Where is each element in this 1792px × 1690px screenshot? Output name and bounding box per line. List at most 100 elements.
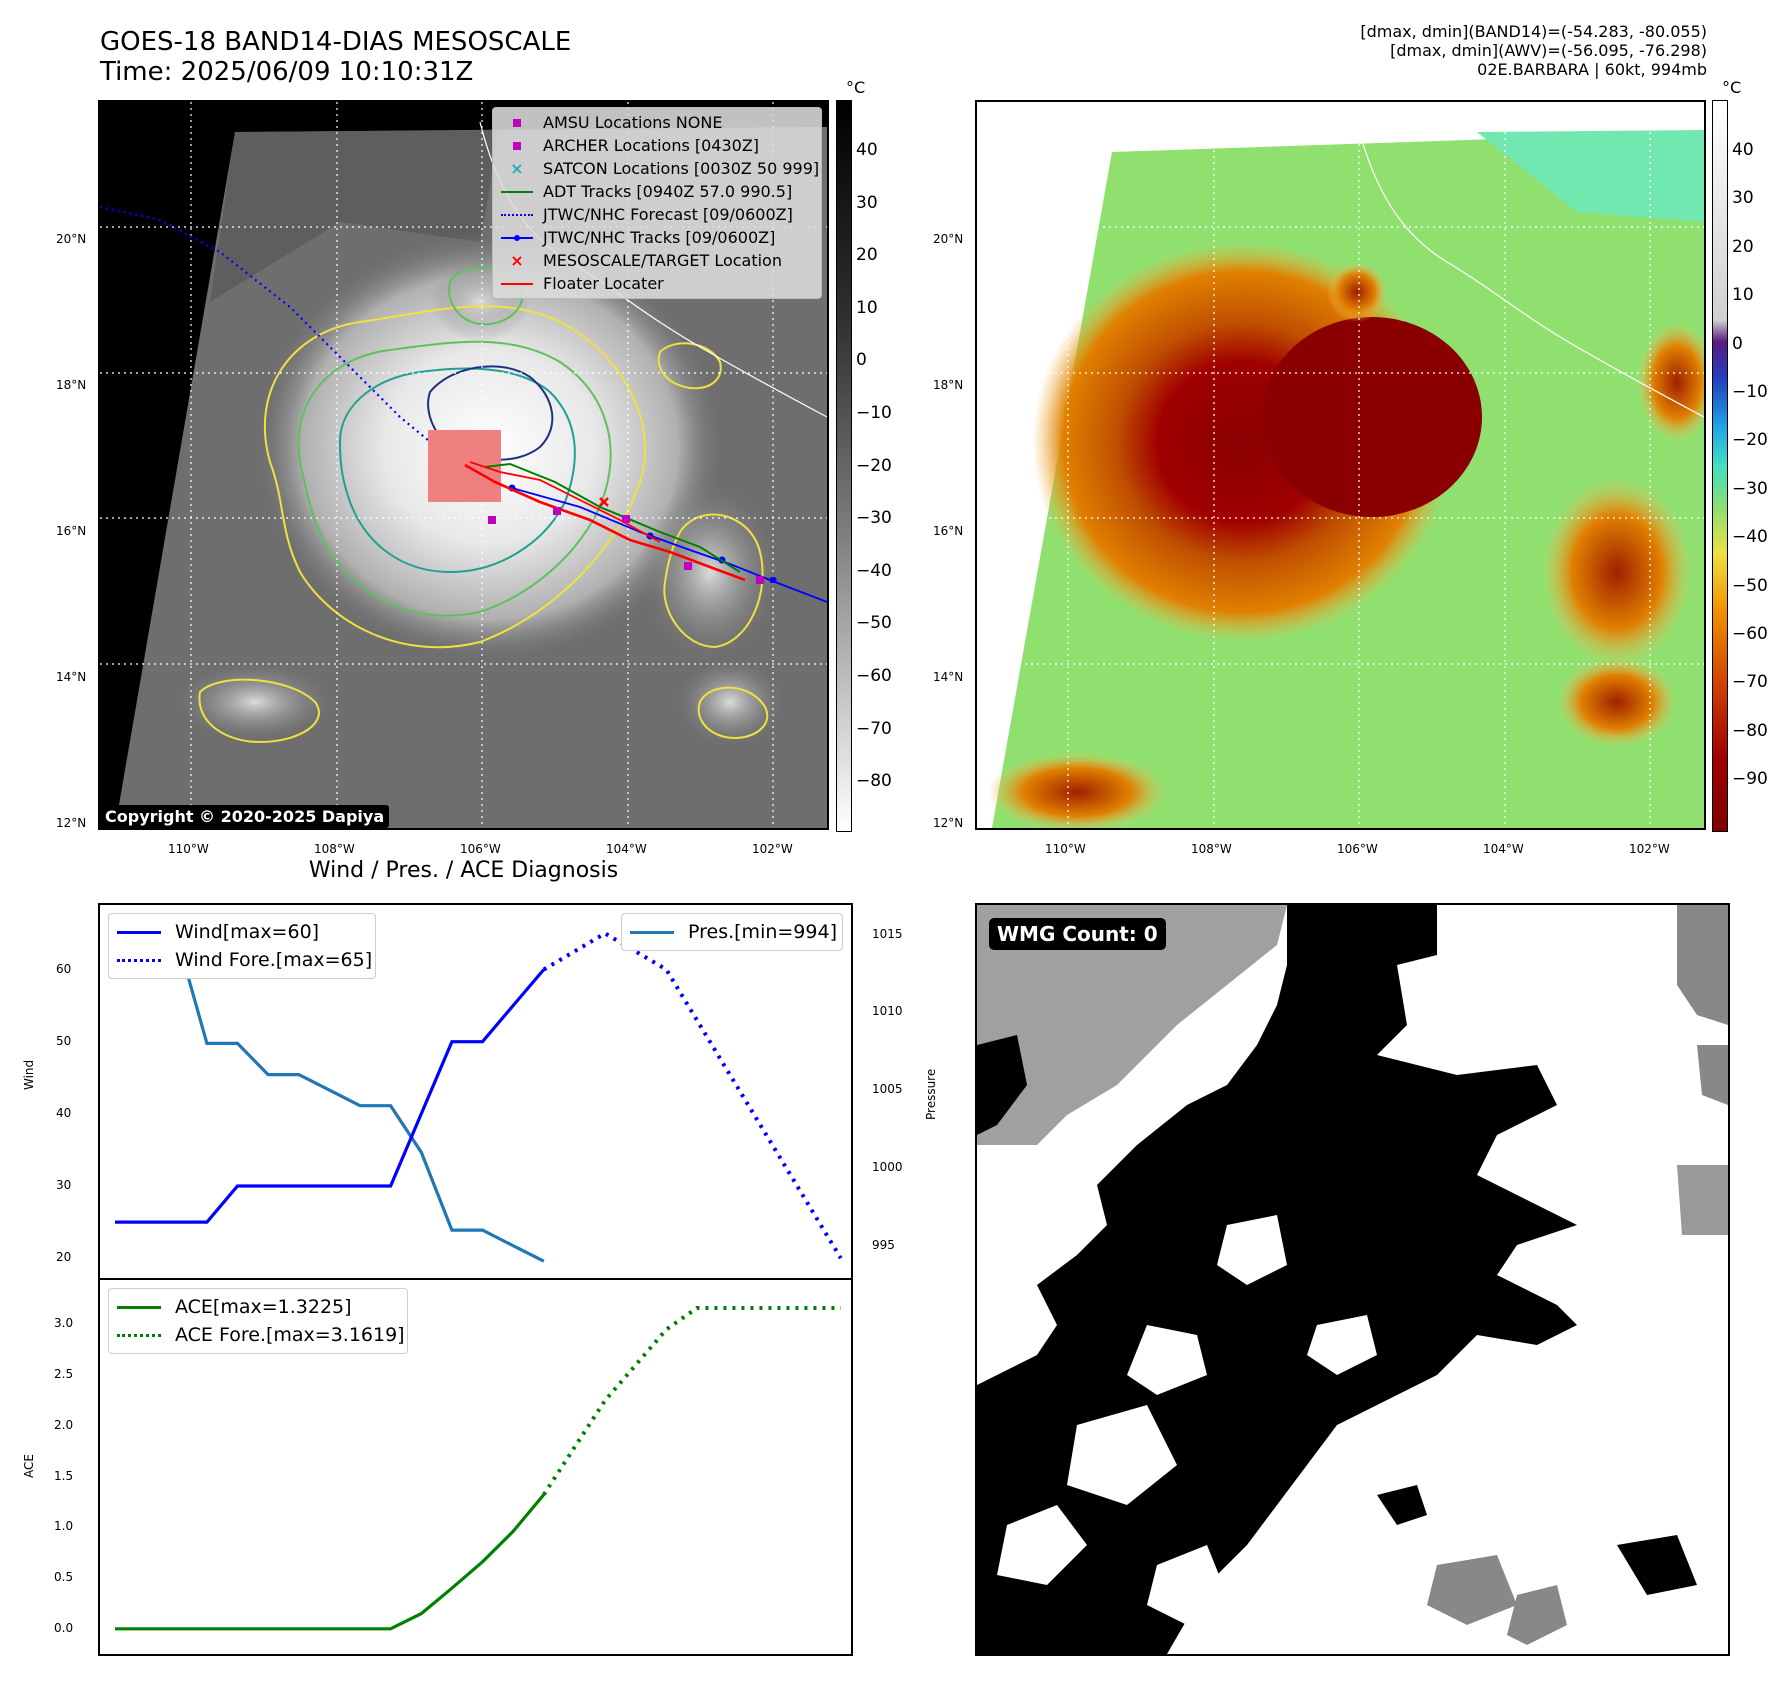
awv-colorbar-tick: 20 (1732, 236, 1754, 257)
wind-pressure-panel (98, 903, 853, 1281)
ace-tick: 3.0 (54, 1316, 74, 1331)
lat-label: 12°N (933, 816, 964, 830)
legend-forecast: JTWC/NHC Forecast [09/0600Z] (499, 203, 815, 226)
awv-colorbar-tick: −70 (1732, 672, 1768, 693)
lon-label: 102°W (752, 842, 793, 856)
pressure-tick: 1000 (872, 1159, 903, 1174)
ace-tick: 2.5 (54, 1367, 74, 1382)
ir-colorbar-tick: −80 (856, 771, 892, 792)
lon-label: 104°W (1483, 842, 1524, 856)
square-marker-icon (499, 113, 535, 133)
band14-range: [dmax, dmin](BAND14)=(-54.283, -80.055) (1360, 22, 1707, 41)
lon-label: 106°W (460, 842, 501, 856)
pressure-axis-label: Pressure (924, 1068, 938, 1120)
ace-series-line (115, 1493, 546, 1631)
ace-plot (115, 1306, 841, 1631)
lat-label: 12°N (56, 816, 87, 830)
copyright-badge: Copyright © 2020-2025 Dapiya (100, 805, 390, 828)
awv-colorbar-tick: −10 (1732, 382, 1768, 402)
ace-tick: 0.0 (54, 1620, 74, 1635)
awv-colorbar-tick: 0 (1732, 333, 1743, 354)
awv-colorbar-tick: −20 (1732, 430, 1768, 451)
lon-label: 110°W (168, 842, 209, 856)
chart-title: GOES-18 BAND14-DIAS MESOSCALE (100, 27, 572, 57)
awv-colorbar-tick: 40 (1732, 140, 1754, 160)
lon-label: 108°W (1191, 842, 1232, 856)
awv-colorbar-tick: −30 (1732, 478, 1768, 499)
legend-tracks: JTWC/NHC Tracks [09/0600Z] (499, 226, 815, 249)
awv-colorbar-tick: −40 (1732, 527, 1768, 548)
wmg-image (977, 905, 1728, 1654)
x-marker-icon: × (510, 250, 524, 270)
awv-colorbar-tick: −80 (1732, 720, 1768, 741)
lon-label: 102°W (1629, 842, 1670, 856)
ir-map-image (100, 102, 827, 828)
ace-tick: 1.0 (54, 1519, 74, 1534)
lon-label: 110°W (1045, 842, 1086, 856)
legend-satcon: × SATCON Locations [0030Z 50 999] (499, 157, 819, 180)
awv-colorbar-tick: 10 (1732, 285, 1754, 306)
chart-time: Time: 2025/06/09 10:10:31Z (100, 57, 474, 87)
legend-wind-forecast: Wind Fore.[max=65] (117, 946, 372, 974)
ir-colorbar-tick: −20 (856, 455, 892, 476)
dotted-line-icon (499, 205, 535, 225)
awv-colorbar-tick: −90 (1732, 769, 1768, 790)
pressure-tick: 1015 (872, 926, 903, 941)
wind-tick: 40 (56, 1105, 72, 1120)
ir-colorbar-tick: 40 (856, 140, 878, 160)
lat-label: 14°N (933, 670, 964, 684)
wind-tick: 60 (56, 961, 72, 976)
x-marker-icon: × (510, 158, 524, 178)
lat-label: 20°N (933, 232, 964, 246)
pressure-legend: Pres.[min=994] (621, 913, 843, 951)
ace-tick: 2.0 (54, 1417, 74, 1432)
ir-colorbar-unit: °C (846, 78, 866, 97)
lon-label: 106°W (1337, 842, 1378, 856)
lat-label: 16°N (56, 524, 87, 538)
ir-colorbar-tick: −30 (856, 508, 892, 529)
ir-colorbar-tick: 30 (856, 192, 878, 213)
legend-adt: ADT Tracks [0940Z 57.0 990.5] (499, 180, 815, 203)
ace-tick: 0.5 (54, 1570, 74, 1585)
line-icon (499, 182, 535, 202)
awv-colorbar-tick: −50 (1732, 575, 1768, 596)
wind-series-line (115, 968, 546, 1224)
wmg-panel (975, 903, 1730, 1656)
legend-floater: Floater Locater (499, 272, 815, 295)
legend-pressure: Pres.[min=994] (630, 918, 837, 946)
lat-label: 16°N (933, 524, 964, 538)
ir-colorbar (836, 100, 852, 832)
line-icon (117, 1297, 163, 1317)
awv-colorbar-tick: −60 (1732, 624, 1768, 644)
awv-colorbar-tick: 30 (1732, 188, 1754, 209)
ir-colorbar-tick: 0 (856, 350, 867, 371)
ir-colorbar-tick: −10 (856, 403, 892, 423)
line-icon (499, 274, 535, 294)
pressure-series-line (115, 933, 545, 1263)
legend-ace-forecast: ACE Fore.[max=3.1619] (117, 1321, 405, 1349)
ir-colorbar-tick: −40 (856, 560, 892, 581)
wind-tick: 30 (56, 1178, 72, 1192)
wind-legend: Wind[max=60] Wind Fore.[max=65] (108, 913, 376, 979)
awv-map-image (977, 102, 1704, 828)
line-icon (630, 922, 676, 942)
wmg-count-badge: WMG Count: 0 (989, 918, 1166, 950)
ir-colorbar-tick: −70 (856, 718, 892, 739)
line-dot-icon (499, 228, 535, 248)
line-icon (117, 922, 163, 942)
pressure-tick: 1005 (872, 1082, 903, 1097)
ace-axis-label: ACE (22, 1454, 36, 1478)
lon-label: 104°W (606, 842, 647, 856)
legend-ace: ACE[max=1.3225] (117, 1293, 399, 1321)
awv-colorbar (1712, 100, 1728, 832)
awv-map-panel (975, 100, 1706, 830)
ace-legend: ACE[max=1.3225] ACE Fore.[max=3.1619] (108, 1288, 408, 1354)
wind-tick: 50 (56, 1033, 72, 1048)
ace-forecast-series-line (542, 1306, 841, 1496)
map-legend: AMSU Locations NONE ARCHER Locations [04… (492, 107, 822, 299)
diagnosis-title: Wind / Pres. / ACE Diagnosis (308, 858, 619, 883)
pressure-tick: 995 (872, 1237, 895, 1252)
lat-label: 18°N (56, 378, 87, 392)
ir-colorbar-tick: 10 (856, 297, 878, 318)
wind-tick: 20 (56, 1250, 72, 1265)
